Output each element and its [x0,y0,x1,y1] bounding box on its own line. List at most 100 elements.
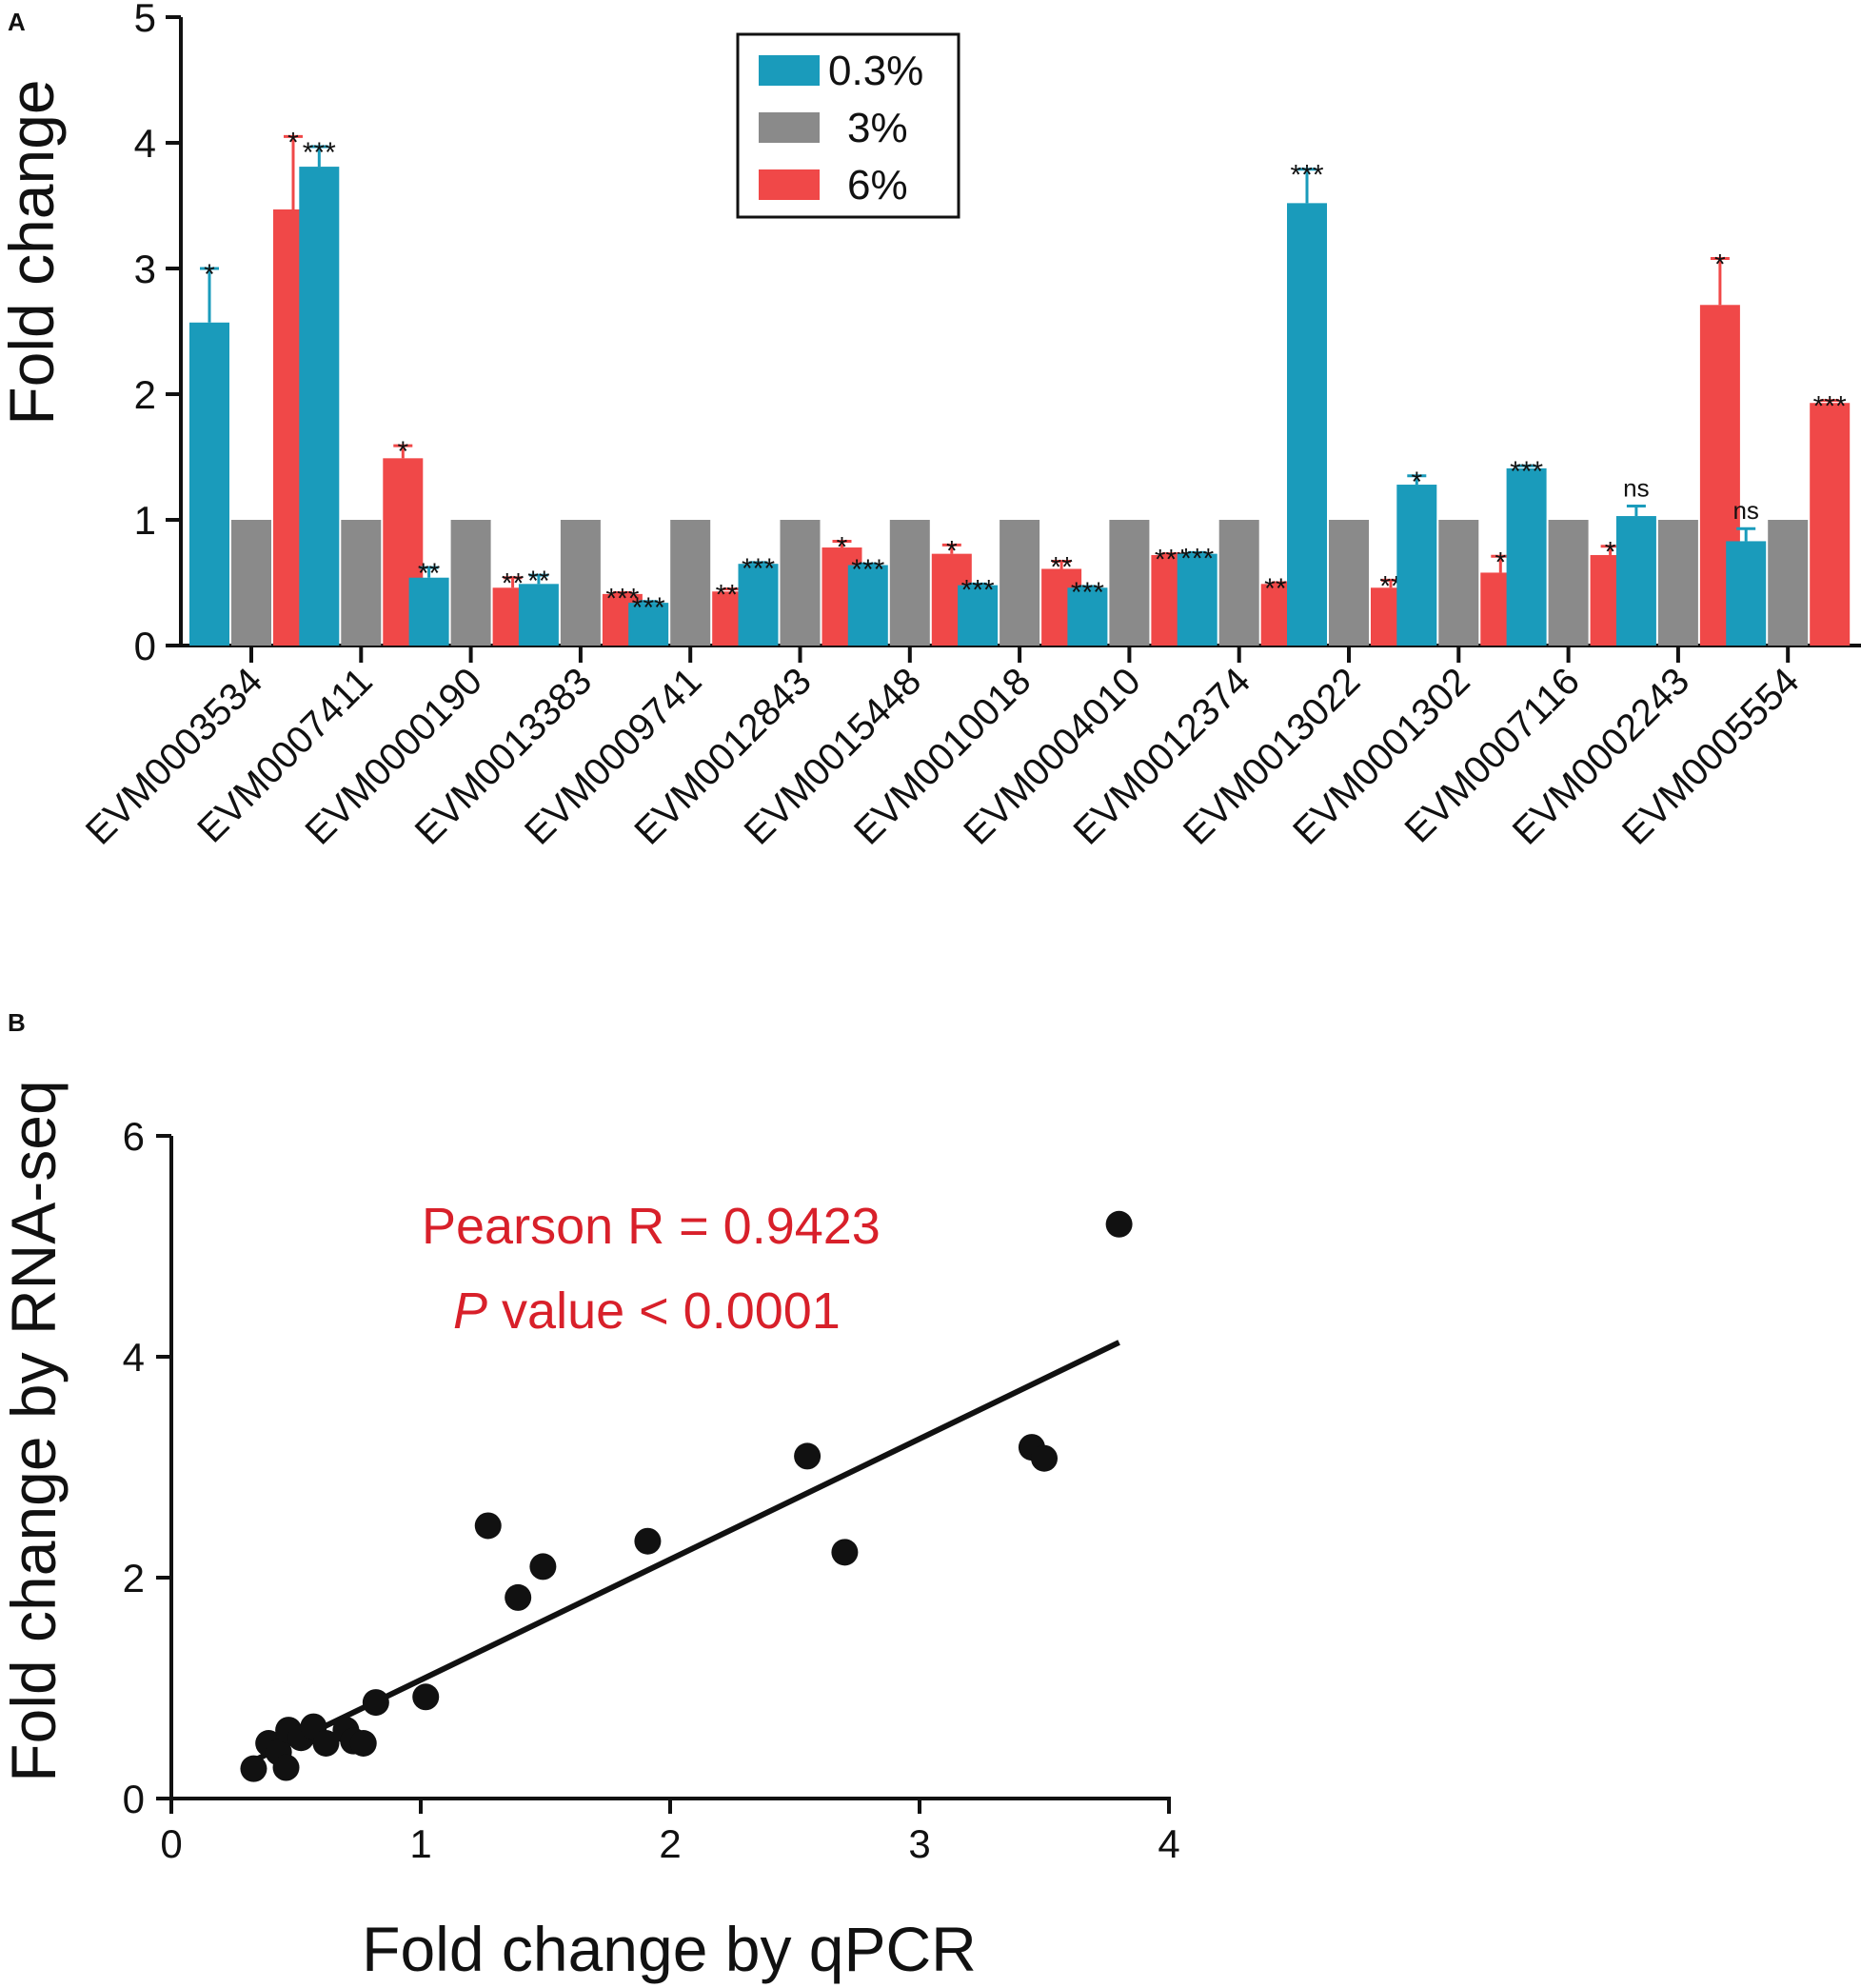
significance-label: *** [632,592,665,624]
legend: 0.3% 3% 6% [736,32,960,219]
panel-a-letter: A [8,8,26,36]
scatter-point [505,1583,532,1611]
p-value-text: value < 0.0001 [487,1282,841,1340]
significance-label: ** [527,566,550,597]
significance-label: ns [1732,496,1758,525]
p-value-annotation: P value < 0.0001 [453,1282,841,1340]
significance-label: * [837,531,848,563]
legend-label: 6% [847,162,908,209]
scatter-y-tick-label: 6 [123,1114,145,1159]
significance-label: *** [742,553,775,585]
bar [1615,516,1656,646]
bar-y-tick-label: 4 [134,121,156,166]
bar [341,520,382,646]
bar [1287,203,1327,646]
significance-label: *** [1290,160,1323,191]
significance-label: ** [1050,552,1073,584]
bar [231,520,271,646]
significance-label: *** [303,137,336,169]
bar [670,520,711,646]
p-symbol: P [453,1282,487,1340]
bar [189,322,229,646]
scatter-point [312,1730,340,1757]
scatter-point [362,1689,389,1717]
bar-y-tick-label: 5 [134,0,156,40]
legend-label: 3% [847,105,908,151]
bar [1109,520,1150,646]
legend-swatch [759,169,820,200]
scatter-point [474,1512,502,1540]
significance-label: * [204,259,215,290]
bar [408,577,449,646]
scatter-chart: 0 2 4 6 0 1 2 3 4 Pearson R = 0.9423 P value < 0.0… [123,1114,1180,1866]
significance-label: * [397,436,408,467]
significance-label: *** [1071,577,1104,608]
bar [1177,553,1218,646]
scatter-y-axis-title: Fold change by RNA-seq [0,1080,69,1781]
scatter-point [412,1683,440,1711]
bar-y-tick-label: 1 [134,498,156,543]
bar [1768,520,1809,646]
significance-label: *** [1510,456,1543,487]
significance-label: ** [502,568,525,600]
legend-swatch [759,55,820,86]
significance-label: *** [851,554,884,586]
scatter-point [831,1539,859,1566]
legend-swatch [759,112,820,143]
significance-label: * [946,535,958,567]
bar [628,603,669,646]
bar [1438,520,1479,646]
significance-label: *** [1813,391,1847,423]
bar-chart: 012345EVM0003534**EVM0007411****EVM00001… [78,0,1861,853]
bar [1810,403,1851,646]
scatter-point [794,1442,822,1470]
bar [780,520,821,646]
scatter-point [1031,1444,1058,1472]
bar [1726,541,1767,646]
scatter-point [272,1754,300,1781]
legend-label: 0.3% [828,48,923,94]
bar-y-axis-title: Fold change [0,79,67,425]
scatter-point [349,1730,377,1757]
scatter-x-tick-label: 0 [160,1821,182,1866]
scatter-x-tick-label: 2 [659,1821,681,1866]
panel-b-letter: B [8,1008,26,1037]
pearson-annotation: Pearson R = 0.9423 [422,1198,881,1255]
significance-label: *** [961,574,995,606]
bar [1548,520,1589,646]
significance-label: * [287,127,299,158]
significance-label: ** [418,558,441,589]
significance-label: ns [1623,473,1649,502]
bar [847,565,888,646]
scatter-y-tick-label: 2 [123,1556,145,1600]
scatter-x-tick-label: 1 [409,1821,431,1866]
scatter-point [1105,1210,1133,1238]
bar [1329,520,1369,646]
significance-label: *** [1180,543,1214,574]
scatter-x-axis-title: Fold change by qPCR [362,1914,977,1984]
significance-label: * [1605,537,1616,568]
scatter-x-tick-label: 3 [908,1821,930,1866]
bar [738,564,779,646]
bar [299,167,340,646]
bar [1067,587,1108,646]
significance-label: ** [1379,570,1402,602]
bar [1000,520,1040,646]
scatter-y-tick-label: 4 [123,1335,145,1380]
scatter-point [240,1755,267,1782]
bar [1396,485,1437,646]
scatter-y-tick-label: 0 [123,1777,145,1821]
significance-label: * [1714,248,1726,280]
significance-label: * [1411,467,1422,498]
bar-y-tick-label: 0 [134,624,156,668]
regression-line [245,1340,1120,1767]
bar-y-tick-label: 2 [134,372,156,417]
significance-label: * [1495,547,1506,578]
scatter-point [529,1553,557,1580]
bar [889,520,930,646]
bar [450,520,491,646]
bar [1506,467,1547,646]
bar [958,585,999,646]
scatter-point [634,1527,662,1555]
